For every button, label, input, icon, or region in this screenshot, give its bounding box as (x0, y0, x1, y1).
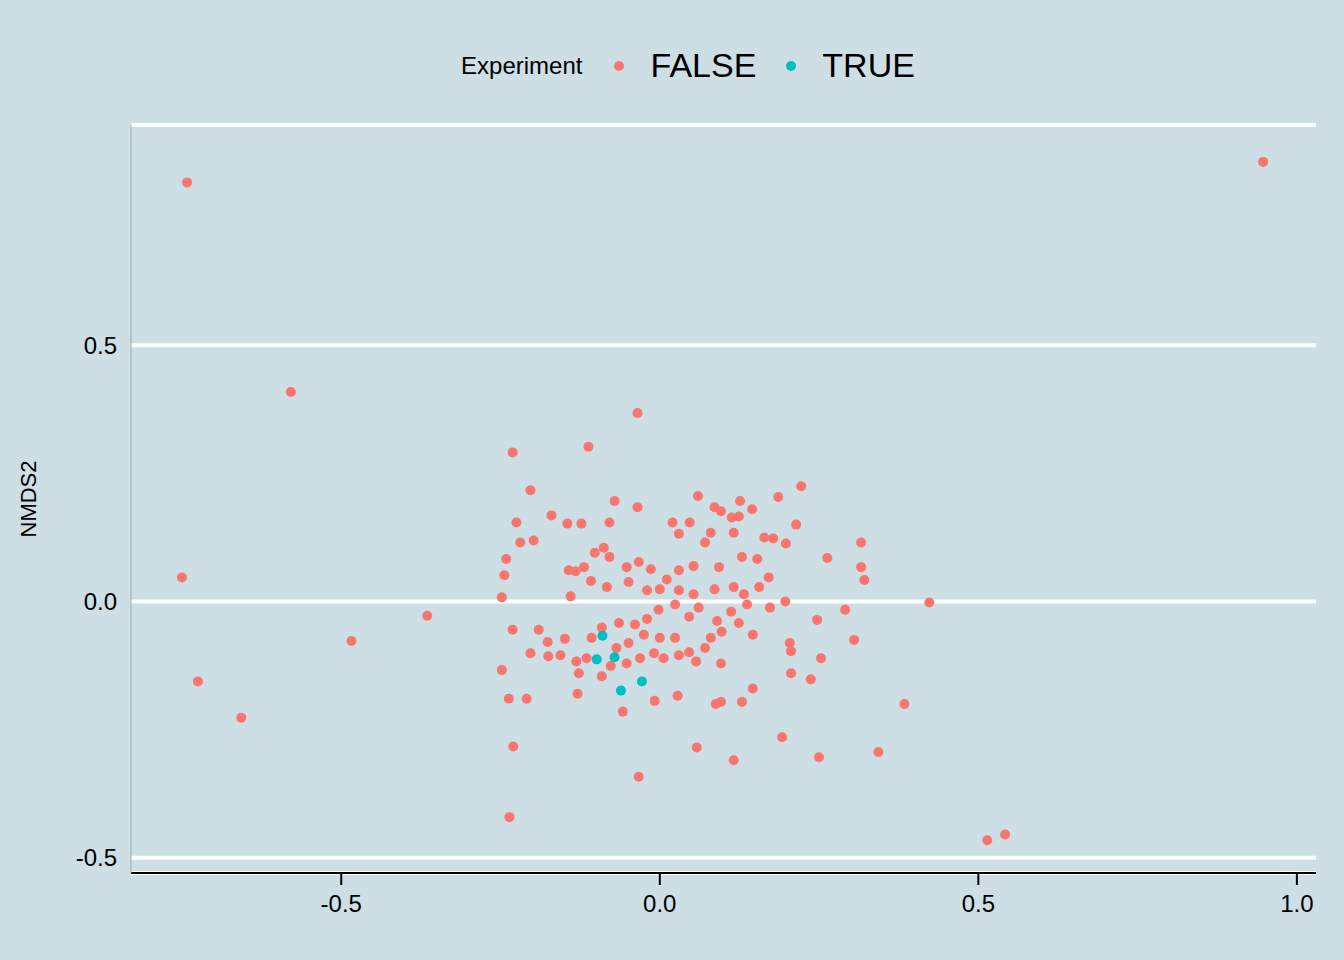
svg-text:0.5: 0.5 (962, 890, 995, 917)
svg-text:-0.5: -0.5 (321, 890, 362, 917)
svg-text:1.0: 1.0 (1280, 890, 1313, 917)
svg-text:NMDS2: NMDS2 (16, 460, 41, 537)
html-text:Experiment: Experiment (461, 51, 583, 79)
svg-text:-0.5: -0.5 (76, 844, 117, 871)
svg-text:0.0: 0.0 (84, 588, 117, 615)
html-text:TRUE: TRUE (822, 46, 915, 84)
svg-text:0.5: 0.5 (84, 332, 117, 359)
html-text:FALSE: FALSE (650, 46, 757, 84)
svg-text:0.0: 0.0 (643, 890, 676, 917)
